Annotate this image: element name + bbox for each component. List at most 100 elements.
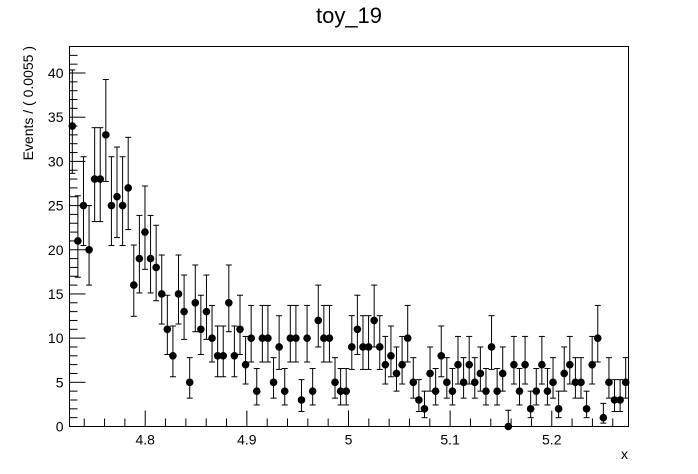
data-point	[113, 146, 121, 239]
data-point	[258, 304, 267, 363]
data-point	[197, 294, 205, 356]
data-point	[269, 357, 278, 399]
marker	[375, 343, 384, 351]
marker	[96, 175, 105, 183]
data-point	[521, 335, 529, 385]
data-point	[180, 274, 188, 340]
marker	[191, 298, 200, 307]
marker	[102, 131, 110, 139]
y-tick-label: 40	[48, 65, 64, 81]
marker	[538, 360, 546, 369]
marker	[370, 316, 378, 325]
data-point	[129, 244, 138, 317]
data-point	[347, 315, 356, 370]
marker	[197, 325, 205, 334]
data-point	[353, 294, 362, 356]
marker	[225, 298, 233, 307]
marker	[577, 378, 585, 387]
data-point	[280, 368, 289, 406]
marker	[459, 378, 468, 387]
x-tick-label: 5	[345, 432, 353, 448]
marker	[364, 343, 373, 351]
y-tick-label: 15	[48, 286, 64, 302]
data-point	[146, 214, 155, 294]
data-point	[571, 357, 580, 399]
data-point	[498, 346, 507, 392]
data-point	[152, 224, 160, 302]
x-tick-label: 5.1	[440, 432, 460, 448]
marker	[381, 360, 390, 369]
data-point	[487, 315, 496, 370]
marker	[129, 281, 138, 289]
data-point	[554, 390, 563, 419]
data-point	[493, 368, 501, 406]
marker	[124, 184, 132, 192]
data-point	[308, 368, 317, 406]
data-point	[342, 368, 351, 406]
y-tick-label: 0	[56, 419, 64, 435]
data-point	[577, 357, 585, 399]
marker	[403, 334, 412, 342]
marker	[79, 201, 88, 210]
marker	[465, 360, 473, 369]
data-point	[482, 368, 490, 406]
chart-title: toy_19	[316, 3, 382, 28]
data-point	[241, 335, 250, 385]
data-point	[454, 335, 462, 385]
data-point	[90, 127, 99, 223]
y-tick-label: 35	[48, 109, 64, 125]
marker	[566, 360, 574, 369]
marker	[325, 334, 334, 342]
marker	[213, 352, 222, 360]
x-tick-label: 4.9	[237, 432, 257, 448]
data-point	[504, 409, 513, 431]
marker	[297, 396, 306, 404]
marker	[605, 378, 613, 387]
marker	[543, 387, 552, 395]
data-point	[85, 205, 93, 286]
data-point	[448, 368, 457, 406]
data-point	[297, 379, 306, 413]
data-point	[588, 335, 596, 385]
marker	[588, 360, 596, 369]
marker	[157, 290, 166, 298]
marker	[252, 387, 261, 395]
marker	[510, 360, 518, 369]
marker	[521, 360, 529, 369]
marker	[476, 369, 485, 378]
marker	[320, 334, 328, 342]
marker	[219, 352, 228, 360]
marker	[336, 387, 345, 395]
marker	[314, 316, 323, 325]
data-point	[208, 304, 216, 363]
marker	[146, 254, 155, 263]
marker	[163, 325, 172, 334]
marker	[347, 343, 356, 351]
data-point	[286, 304, 295, 363]
y-tick-label: 10	[48, 330, 64, 346]
data-point	[169, 325, 177, 378]
data-point	[387, 325, 395, 378]
marker	[280, 387, 289, 395]
marker	[582, 405, 591, 413]
data-point	[213, 325, 222, 378]
marker	[498, 369, 507, 378]
marker	[169, 352, 177, 360]
data-point	[582, 390, 591, 419]
marker	[415, 396, 423, 404]
marker	[353, 325, 362, 334]
data-point	[515, 368, 524, 406]
data-point	[364, 315, 373, 370]
data-point	[292, 304, 300, 363]
marker	[359, 343, 367, 351]
data-point	[426, 346, 434, 392]
data-point	[526, 390, 535, 419]
data-point	[409, 357, 418, 399]
data-point	[470, 357, 479, 399]
data-point	[325, 304, 334, 363]
marker	[493, 387, 501, 395]
data-point	[191, 264, 200, 333]
marker	[141, 228, 149, 236]
marker	[437, 352, 446, 360]
data-point	[107, 156, 116, 247]
